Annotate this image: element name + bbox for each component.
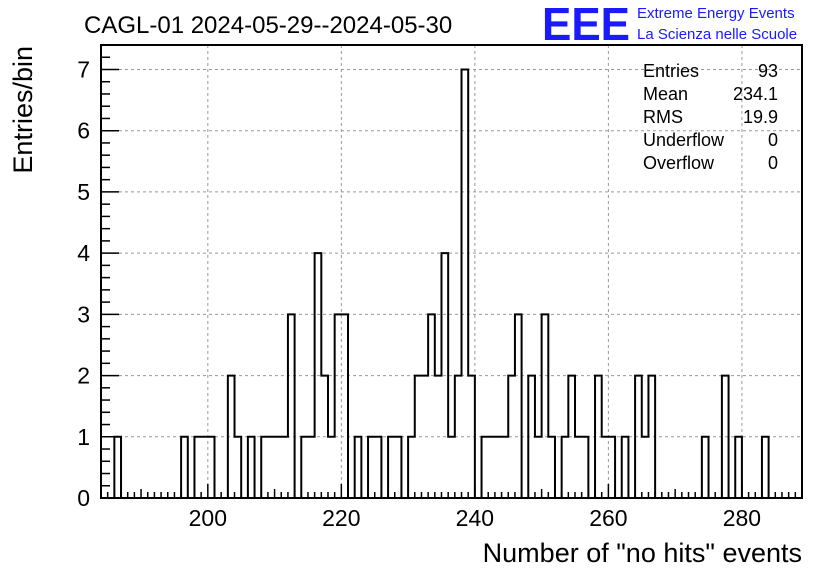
chart-title: CAGL-01 2024-05-29--2024-05-30 [84, 12, 452, 39]
stats-key: Entries [643, 61, 699, 81]
y-tick-label: 5 [77, 179, 90, 205]
grid-lines [101, 45, 802, 498]
y-tick-label: 3 [77, 301, 90, 327]
histogram-outline [113, 68, 770, 499]
stats-key: Underflow [643, 130, 725, 150]
y-tick-label: 7 [77, 56, 90, 82]
stats-box: Entries 93 Mean 234.1 RMS 19.9 Underflow 0 Overf… [643, 61, 778, 173]
y-tick-label: 6 [77, 118, 90, 144]
y-tick-label: 2 [77, 363, 90, 389]
eee-logo: EEE Extreme Energy Events La Scienza nel… [542, 0, 797, 50]
stats-value: 0 [768, 130, 778, 150]
x-tick-label: 220 [322, 505, 360, 531]
stats-key: Overflow [643, 153, 715, 173]
y-axis-label: Entries/bin [8, 46, 38, 174]
x-axis-label: Number of "no hits" events [483, 538, 802, 568]
y-tick-label: 0 [77, 485, 90, 511]
x-tick-label: 260 [589, 505, 627, 531]
stats-value: 0 [768, 153, 778, 173]
eee-logo-mark: EEE [542, 0, 630, 50]
x-tick-label: 200 [189, 505, 227, 531]
stats-value: 19.9 [743, 107, 778, 127]
plot-frame [100, 44, 803, 499]
stats-value: 234.1 [733, 84, 778, 104]
x-tick-label: 240 [456, 505, 494, 531]
stats-key: RMS [643, 107, 683, 127]
y-tick-label: 4 [77, 240, 90, 266]
eee-logo-line2: La Scienza nelle Scuole [637, 26, 797, 43]
x-tick-label: 280 [723, 505, 761, 531]
y-tick-label: 1 [77, 424, 90, 450]
axis-ticks [100, 44, 803, 499]
eee-logo-line1: Extreme Energy Events [637, 5, 795, 22]
stats-value: 93 [758, 61, 778, 81]
stats-key: Mean [643, 84, 688, 104]
